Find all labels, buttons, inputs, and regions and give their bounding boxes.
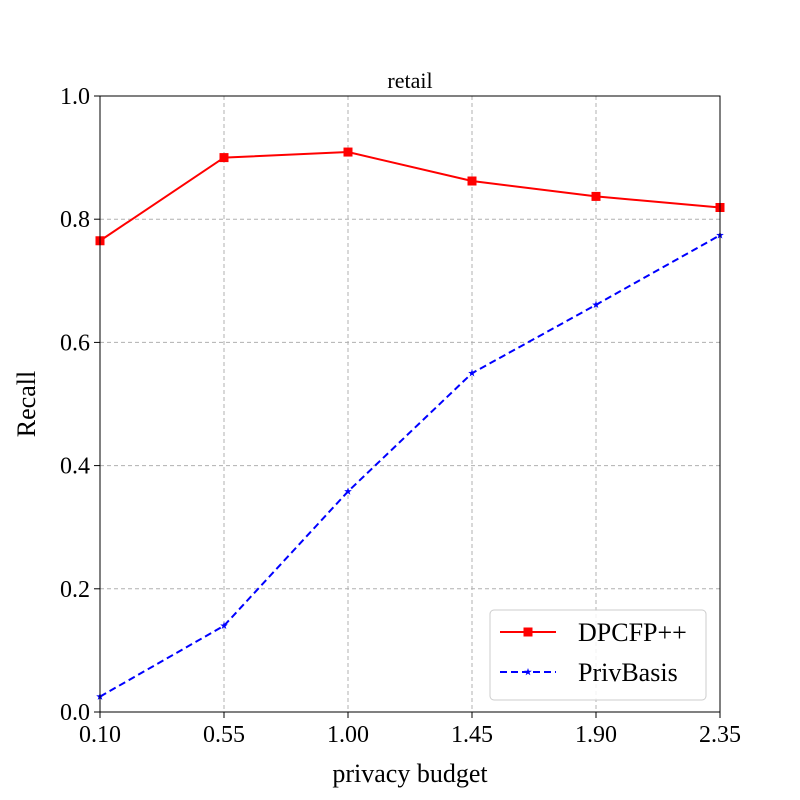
y-tick-label: 0.4 xyxy=(60,454,90,480)
legend-marker xyxy=(523,627,533,637)
y-tick-label: 1.0 xyxy=(60,84,90,110)
series-line-privbasis xyxy=(99,234,721,698)
y-tick-label: 0.2 xyxy=(60,577,90,603)
data-point-privbasis xyxy=(344,487,352,495)
y-tick-label: 0.6 xyxy=(60,330,90,356)
x-tick-label: 1.90 xyxy=(575,722,617,748)
plot-frame xyxy=(99,95,721,713)
ticks: 0.10 0.55 1.00 1.45 1.90 2.35 0.0 0.2 0.4 0.6 0.8 1… xyxy=(60,84,741,748)
series-line-dpcfp xyxy=(99,151,721,242)
data-point-dpcfp xyxy=(343,147,353,157)
data-point-dpcfp xyxy=(467,176,477,186)
y-tick-label: 0.0 xyxy=(60,700,90,726)
legend: DPCFP++ PrivBasis xyxy=(489,609,707,701)
x-tick-label: 1.45 xyxy=(451,722,493,748)
chart-title: retail xyxy=(387,68,432,93)
y-tick-label: 0.8 xyxy=(60,207,90,233)
x-tick-label: 0.10 xyxy=(79,722,121,748)
data-point-privbasis xyxy=(468,369,476,377)
x-tick-label: 0.55 xyxy=(203,722,245,748)
x-tick-label: 1.00 xyxy=(327,722,369,748)
data-point-privbasis xyxy=(220,621,228,629)
x-axis-title: privacy budget xyxy=(332,759,488,788)
data-point-privbasis xyxy=(592,300,600,309)
data-point-dpcfp xyxy=(591,191,601,201)
legend-label: DPCFP++ xyxy=(578,618,687,647)
x-tick-label: 2.35 xyxy=(699,722,741,748)
legend-marker xyxy=(524,668,532,676)
y-axis-title: Recall xyxy=(12,371,41,437)
legend-label: PrivBasis xyxy=(578,658,678,687)
data-point-dpcfp xyxy=(219,153,229,163)
